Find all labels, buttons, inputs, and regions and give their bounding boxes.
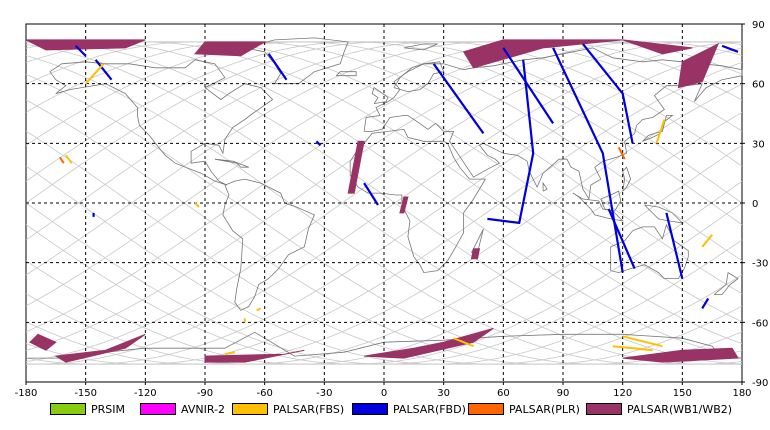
x-tick-label: -90	[197, 388, 213, 399]
swath-fbs	[224, 351, 235, 356]
x-tick-label: 180	[732, 388, 751, 399]
coastline-australia	[610, 223, 689, 279]
legend-item-palsar-wb: PALSAR(WB1/WB2)	[586, 401, 732, 417]
swath-fbs	[194, 202, 200, 208]
legend-label-palsar-plr: PALSAR(PLR)	[509, 402, 580, 416]
swath-wb	[470, 248, 481, 260]
coastline-uk	[371, 86, 389, 104]
legend-swatch-palsar-wb	[586, 403, 622, 415]
swath-wb	[194, 41, 267, 57]
swath-fbd	[721, 44, 739, 53]
swath-wb	[54, 333, 146, 363]
orbit-track	[25, 55, 743, 365]
orbit-track	[25, 41, 743, 295]
legend-item-avnir2: AVNIR-2	[140, 401, 225, 417]
legend: PRSIM AVNIR-2 PALSAR(FBS) PALSAR(FBD) PA…	[0, 401, 770, 421]
y-tick-label: -60	[752, 318, 768, 329]
legend-item-palsar-fbs: PALSAR(FBS)	[232, 401, 344, 417]
legend-label-palsar-fbd: PALSAR(FBD)	[393, 402, 466, 416]
swath-fbd	[552, 47, 624, 273]
legend-item-prism: PRSIM	[50, 401, 125, 417]
swath-fbd	[701, 297, 710, 309]
coastline-indonesia	[572, 192, 624, 222]
swath-fbs	[453, 337, 474, 348]
swath-fbs	[701, 234, 713, 248]
swath-wb	[347, 140, 365, 194]
y-tick-label: 90	[752, 20, 765, 31]
swath-fbd	[315, 140, 322, 147]
y-tick-label: -30	[752, 259, 768, 270]
swath-fbd	[607, 208, 636, 270]
swath-fbs	[655, 119, 666, 144]
swath-fbd	[432, 63, 485, 135]
swath-fbd	[665, 212, 684, 279]
y-tick-label: -90	[752, 378, 768, 389]
swath-fbs	[622, 335, 663, 348]
x-tick-label: -60	[256, 388, 272, 399]
swath-fbd	[582, 43, 634, 144]
swath-wb	[25, 39, 146, 51]
axis-ticks: -180 -150 -120 -90 -60 -30 0 30 60 90 120 150 180 90 6…	[15, 20, 769, 399]
coverage-swaths	[25, 39, 739, 363]
swath-plr	[617, 146, 626, 160]
legend-item-palsar-plr: PALSAR(PLR)	[468, 401, 580, 417]
swath-plr	[58, 156, 65, 164]
y-tick-label: 60	[752, 80, 765, 91]
coastline-africa	[349, 128, 487, 274]
y-tick-label: 0	[752, 199, 758, 210]
x-tick-label: 30	[437, 388, 450, 399]
coastline-sri-lanka	[542, 181, 548, 192]
coastline-iceland	[336, 71, 357, 77]
coastline-europe-asia	[363, 47, 743, 201]
coastline-south-america	[222, 178, 315, 311]
legend-label-palsar-fbs: PALSAR(FBS)	[273, 402, 345, 416]
coastline-svalbard	[403, 43, 438, 51]
swath-wb	[204, 349, 305, 363]
coastline-philippines	[622, 166, 632, 192]
grid-lines	[26, 24, 742, 382]
x-tick-label: 0	[381, 388, 387, 399]
swath-fbd	[502, 47, 555, 125]
swath-fbs	[256, 307, 262, 312]
swath-fbd	[94, 59, 113, 81]
legend-swatch-palsar-plr	[468, 403, 504, 415]
swath-wb	[677, 42, 720, 89]
legend-swatch-palsar-fbd	[352, 403, 388, 415]
swath-fbs	[64, 154, 73, 164]
y-tick-label: 30	[752, 139, 765, 150]
swath-fbd	[363, 182, 379, 206]
swath-fbd	[267, 53, 288, 81]
legend-swatch-avnir2	[140, 403, 176, 415]
coastline-caribbean	[214, 158, 249, 168]
swath-fbd	[487, 59, 535, 225]
swath-wb	[399, 196, 409, 214]
legend-label-palsar-wb: PALSAR(WB1/WB2)	[627, 402, 733, 416]
x-tick-label: 60	[497, 388, 510, 399]
swath-wb	[622, 39, 693, 55]
x-tick-label: -30	[316, 388, 332, 399]
legend-item-palsar-fbd: PALSAR(FBD)	[352, 401, 466, 417]
x-tick-label: 120	[613, 388, 632, 399]
orbit-track	[25, 41, 743, 262]
x-tick-label: -180	[15, 388, 38, 399]
x-tick-label: -120	[134, 388, 157, 399]
legend-swatch-palsar-fbs	[232, 403, 268, 415]
legend-swatch-prism	[50, 403, 86, 415]
swath-fbs	[84, 63, 105, 85]
swath-wb	[622, 347, 739, 363]
x-tick-label: -150	[74, 388, 97, 399]
swath-wb	[29, 333, 57, 351]
legend-label-avnir2: AVNIR-2	[181, 402, 225, 416]
swath-fbd	[74, 45, 87, 57]
coastline-new-zealand	[713, 271, 739, 295]
legend-label-prism: PRSIM	[91, 402, 125, 416]
x-tick-label: 90	[557, 388, 570, 399]
coastline-scandinavia	[393, 61, 445, 93]
x-tick-label: 150	[673, 388, 692, 399]
swath-fbs	[612, 345, 653, 352]
